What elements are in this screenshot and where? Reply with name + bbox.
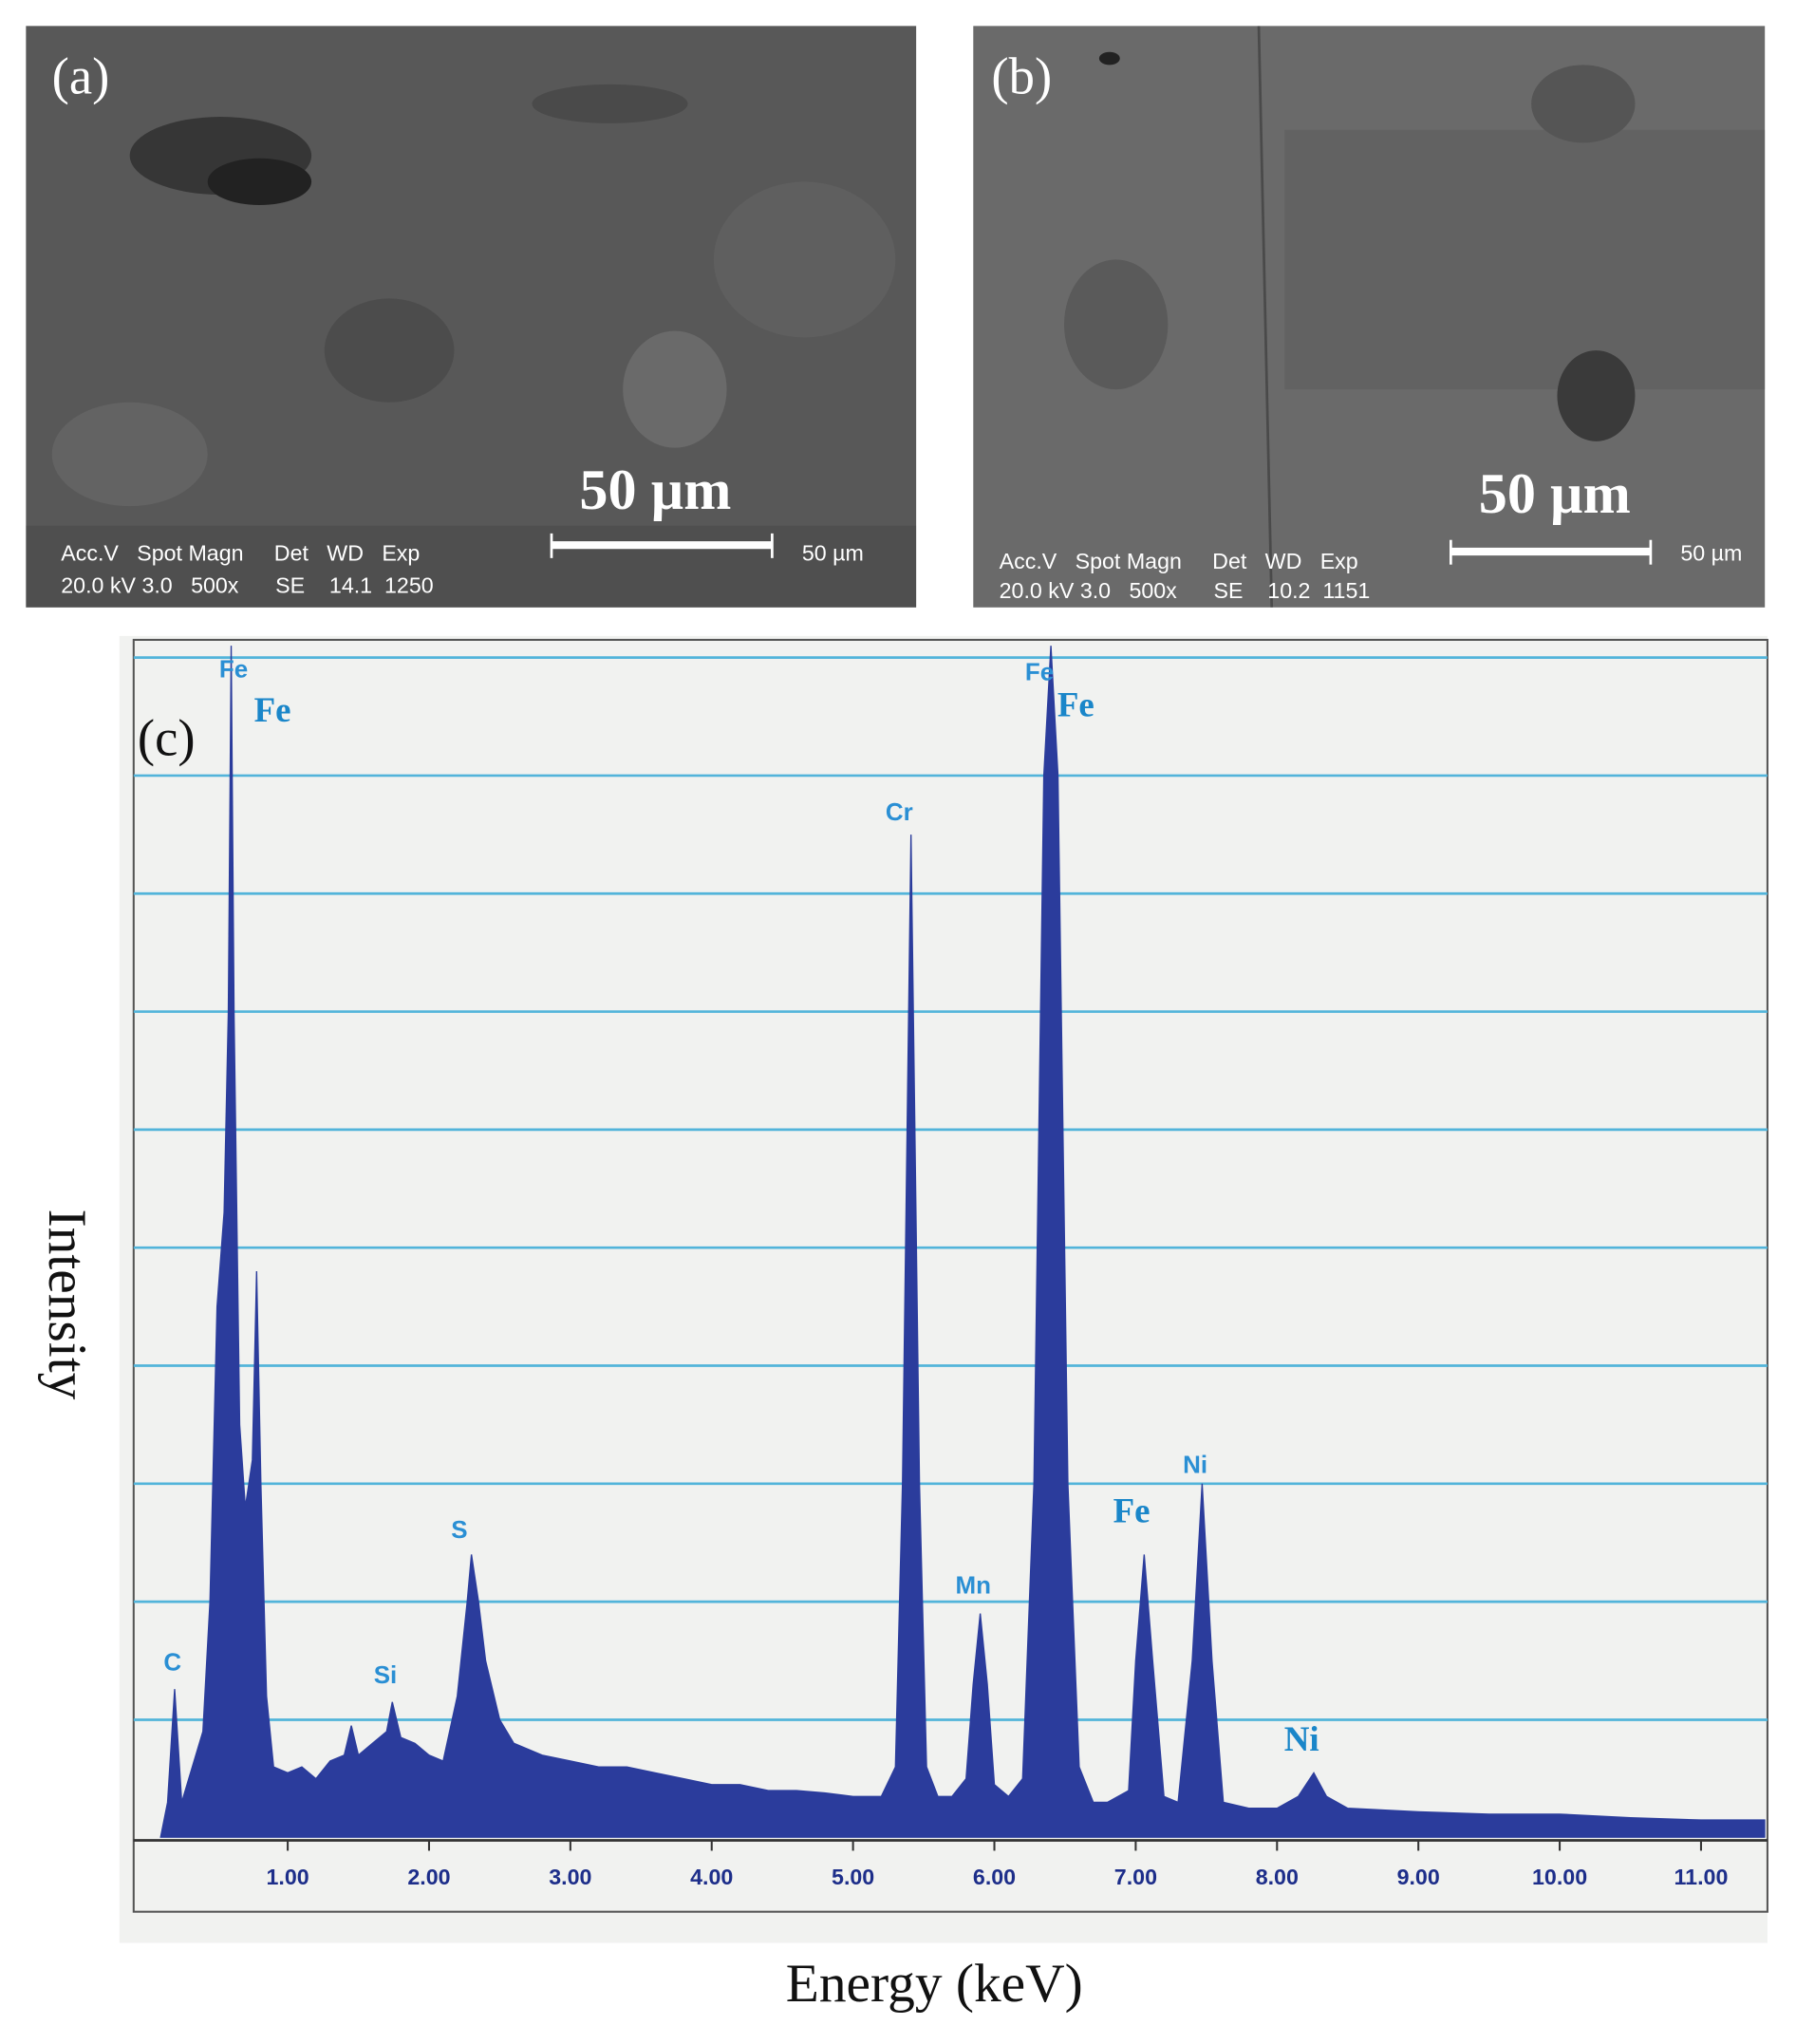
x-tick-label: 4.00	[690, 1865, 733, 1889]
peak-label: Fe	[1025, 657, 1054, 685]
peak-label: Mn	[956, 1571, 992, 1600]
plot-area	[159, 646, 1766, 1838]
peak-label: Fe	[1057, 685, 1094, 724]
bar-label: 50 µm	[1680, 541, 1742, 566]
x-ticks: 1.00 2.00 3.00 4.00 5.00 6.00 7.00 8.00 9.00 10.0…	[266, 1840, 1729, 1889]
x-tick-label: 11.00	[1674, 1865, 1729, 1889]
peak-label: Ni	[1284, 1719, 1319, 1758]
plot-frame	[132, 638, 1768, 1913]
peak-label: Fe	[1113, 1491, 1151, 1530]
spectrum	[159, 646, 1766, 1838]
texture	[26, 84, 917, 608]
x-tick-label: 3.00	[549, 1865, 591, 1889]
sem-panel-a: (a) 50 µm Acc.V Spot Magn Det WD Exp 20.…	[26, 26, 917, 608]
scale-label: 50 µm	[579, 459, 731, 522]
x-tick-label: 2.00	[407, 1865, 450, 1889]
peak-label: Fe	[254, 690, 291, 729]
x-tick-label: 8.00	[1256, 1865, 1299, 1889]
info-header: Acc.V Spot Magn Det WD Exp	[1000, 549, 1358, 573]
peak-label: S	[451, 1515, 467, 1544]
x-axis-label: Energy (keV)	[786, 1954, 1083, 2014]
peak-label: Ni	[1183, 1451, 1207, 1479]
x-tick-label: 10.00	[1532, 1865, 1587, 1889]
x-tick-label: 6.00	[973, 1865, 1016, 1889]
info-header: Acc.V Spot Magn Det WD Exp	[61, 541, 420, 566]
peak-label: Fe	[219, 655, 248, 684]
peak-label: Si	[374, 1660, 398, 1689]
panel-label: (b)	[991, 47, 1052, 104]
x-tick-label: 7.00	[1114, 1865, 1157, 1889]
panel-label: (a)	[52, 47, 110, 104]
x-tick-label: 5.00	[832, 1865, 874, 1889]
y-axis-label: Intensity	[37, 1209, 97, 1399]
spectrum-background	[119, 635, 1768, 1943]
info-values: 20.0 kV 3.0 500x SE 10.2 1151	[1000, 578, 1371, 603]
texture	[1063, 26, 1766, 608]
scale-label: 50 µm	[1479, 462, 1631, 526]
peak-label: C	[163, 1647, 181, 1676]
x-tick-label: 9.00	[1397, 1865, 1440, 1889]
bar-label: 50 µm	[802, 541, 864, 566]
info-values: 20.0 kV 3.0 500x SE 14.1 1250	[61, 573, 433, 598]
peak-label: Cr	[886, 797, 913, 826]
x-tick-label: 1.00	[266, 1865, 309, 1889]
grid	[133, 656, 1768, 1721]
panel-label: (c)	[138, 709, 196, 767]
sem-panel-b: (b) 50 µm Acc.V Spot Magn Det WD Exp 20.…	[973, 26, 1766, 608]
